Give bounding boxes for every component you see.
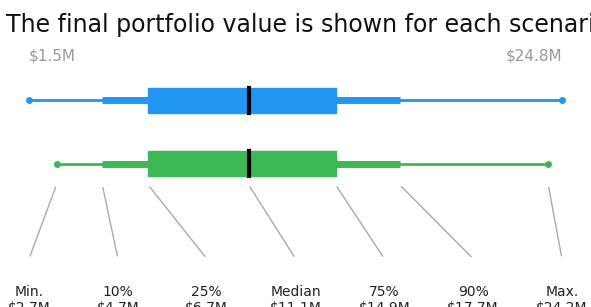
Text: 90%
$17.7M: 90% $17.7M — [447, 285, 499, 307]
Text: Min.
$2.7M: Min. $2.7M — [8, 285, 50, 307]
FancyBboxPatch shape — [148, 88, 336, 113]
Text: The final portfolio value is shown for each scenario.: The final portfolio value is shown for e… — [6, 13, 591, 37]
Text: 75%
$14.9M: 75% $14.9M — [358, 285, 410, 307]
Text: $1.5M: $1.5M — [29, 48, 76, 63]
Text: 10%
$4.7M: 10% $4.7M — [96, 285, 139, 307]
FancyBboxPatch shape — [148, 151, 336, 176]
Text: Median
$11.1M: Median $11.1M — [269, 285, 322, 307]
Text: Max.
$24.2M: Max. $24.2M — [536, 285, 587, 307]
Text: 25%
$6.7M: 25% $6.7M — [185, 285, 228, 307]
Text: $24.8M: $24.8M — [505, 48, 562, 63]
